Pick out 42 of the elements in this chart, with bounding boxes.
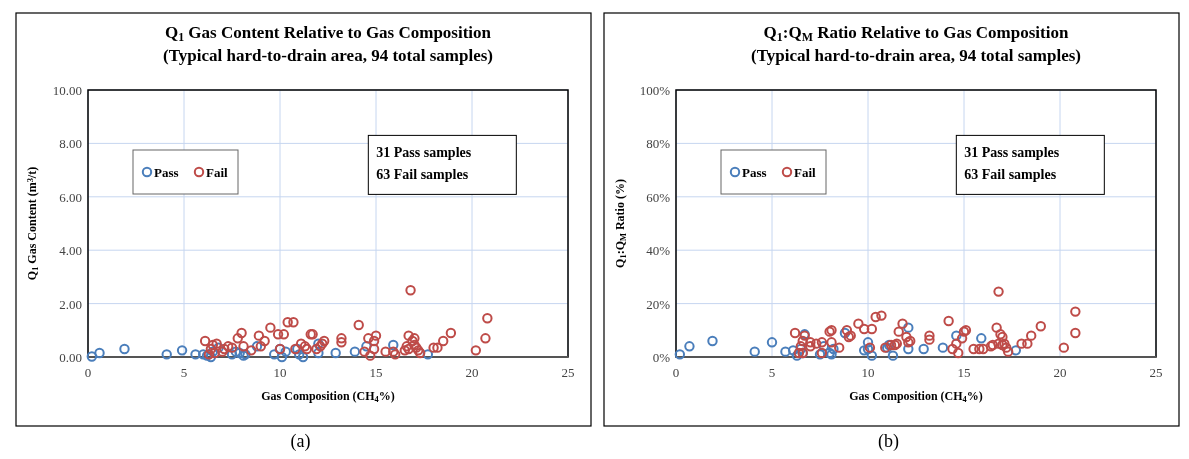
- x-axis-title: Gas Composition (CH$_{4}$%): [849, 389, 983, 405]
- x-tick-label: 20: [465, 365, 479, 380]
- text: (b): [878, 431, 899, 452]
- chart-subtitle: (Typical hard-to-drain area, 94 total samples): [751, 46, 1081, 65]
- legend-label: Fail: [206, 165, 229, 180]
- y-tick-label: 0.00: [59, 350, 82, 365]
- y-tick-label: 100%: [639, 83, 671, 98]
- x-tick-label: 5: [768, 365, 776, 380]
- text-box: 31 Pass samples 63 Fail samples: [955, 134, 1105, 195]
- chart-title: Q$_{1}$ Gas Content Relative to Gas Composition: [164, 23, 492, 44]
- annotation: 31 Pass samples: [376, 145, 472, 161]
- y-tick-label: 80%: [646, 136, 671, 152]
- y-tick-label: 60%: [646, 189, 671, 205]
- x-tick-label: 5: [180, 365, 188, 380]
- x-tick-label: 20: [1053, 365, 1067, 380]
- annotation: 31 Pass samples: [964, 145, 1060, 161]
- chart-title: Q$_{1}$:Q$_{M}$ Ratio Relative to Gas Composition: [763, 23, 1069, 44]
- legend-label: Pass: [154, 165, 179, 180]
- legend-label: Fail: [794, 165, 817, 180]
- x-axis-title: Gas Composition (CH$_{4}$%): [261, 389, 395, 405]
- annotation: 63 Fail samples: [964, 167, 1057, 183]
- y-tick-label: 8.00: [59, 136, 82, 152]
- x-tick-label: 15: [369, 365, 383, 380]
- y-tick-label: 40%: [646, 243, 671, 259]
- y-tick-label: 2.00: [59, 296, 82, 312]
- x-tick-label: 10: [861, 365, 875, 380]
- y-tick-label: 6.00: [59, 189, 82, 205]
- y-tick-label: 0%: [652, 350, 671, 365]
- x-tick-label: 25: [1149, 365, 1163, 380]
- x-tick-label: 0: [84, 365, 92, 380]
- x-tick-label: 25: [561, 365, 575, 380]
- text: (a): [290, 431, 311, 452]
- y-tick-label: 20%: [646, 296, 671, 312]
- x-tick-label: 0: [672, 365, 680, 380]
- x-tick-label: 10: [273, 365, 287, 380]
- legend-label: Pass: [742, 165, 767, 180]
- y-tick-label: 10.00: [52, 83, 82, 98]
- annotation: 63 Fail samples: [376, 167, 469, 183]
- x-tick-label: 15: [957, 365, 971, 380]
- text-box: 31 Pass samples 63 Fail samples: [367, 134, 517, 195]
- y-tick-label: 4.00: [59, 243, 82, 259]
- chart-subtitle: (Typical hard-to-drain area, 94 total samples): [163, 46, 493, 65]
